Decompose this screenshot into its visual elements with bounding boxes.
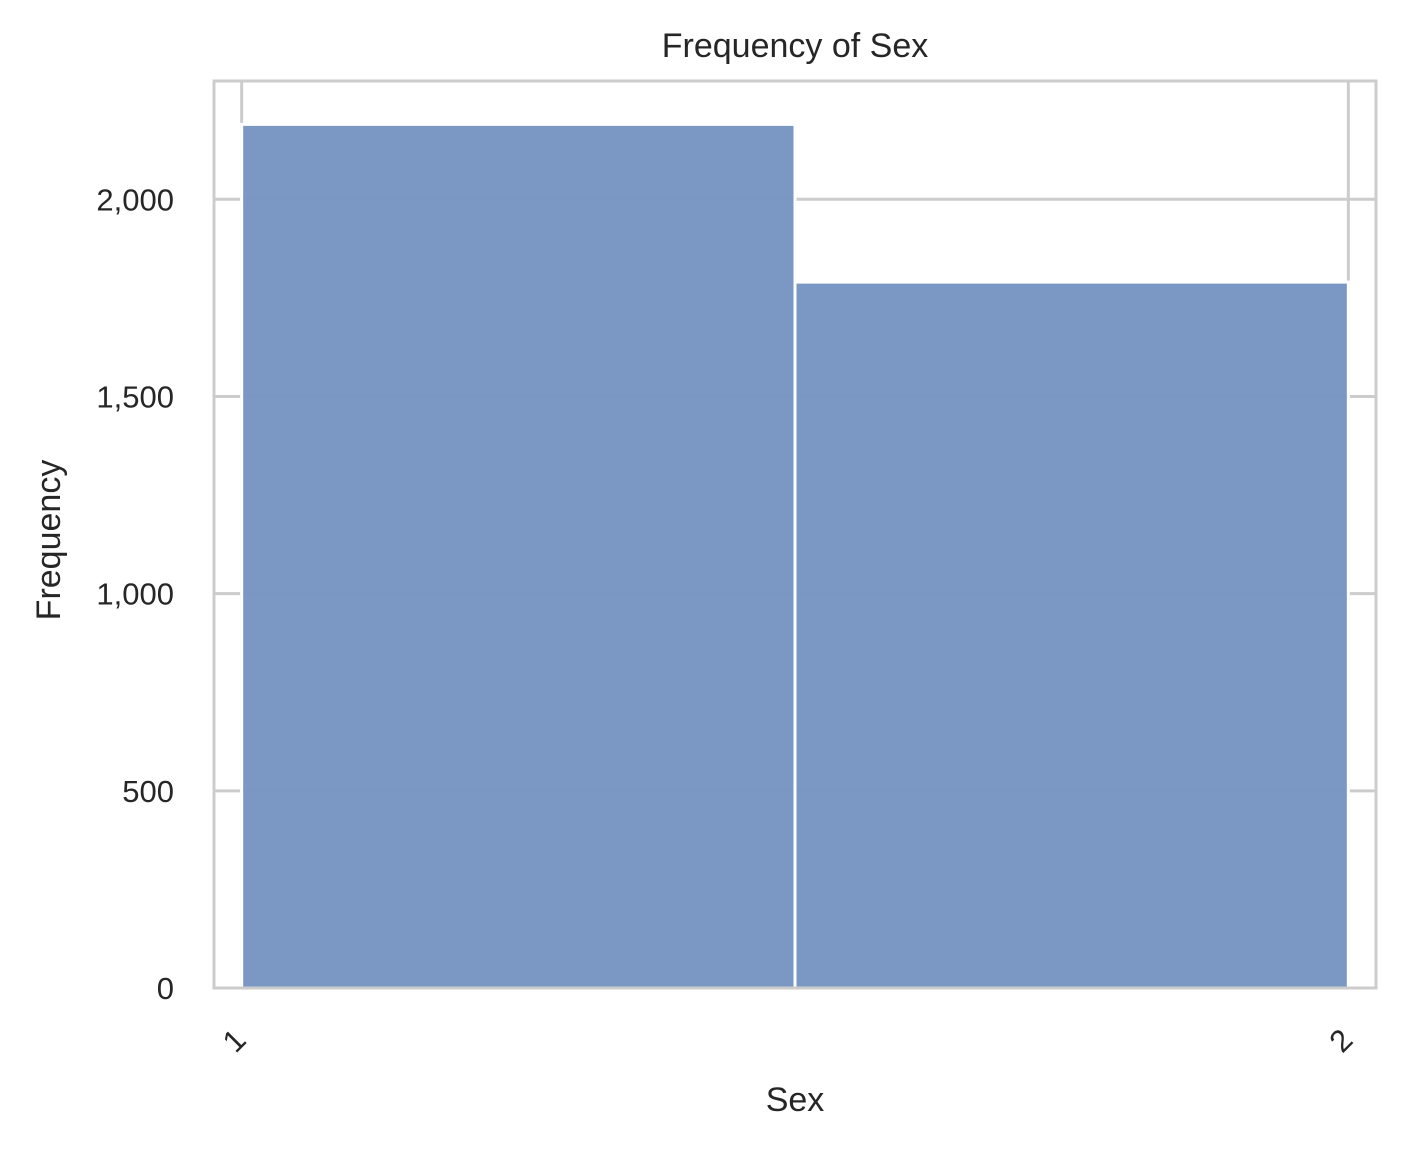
- histogram-bar: [793, 280, 1350, 990]
- x-axis-label: Sex: [766, 1081, 825, 1119]
- x-tick-label: 2: [1322, 1022, 1359, 1059]
- y-tick-label: 1,500: [96, 379, 174, 414]
- chart-title: Frequency of Sex: [662, 27, 928, 65]
- y-tick-label: 2,000: [96, 182, 174, 217]
- y-tick-label: 1,000: [96, 577, 174, 612]
- y-tick-label: 0: [157, 971, 174, 1006]
- y-axis-label: Frequency: [30, 460, 68, 621]
- histogram-bars: [240, 122, 1350, 990]
- plot-frame: [212, 79, 1378, 990]
- y-axis-ticks: 0 500 1,000 1,500 2,000: [96, 182, 174, 1006]
- y-tick-label: 500: [122, 774, 174, 809]
- x-tick-label: 1: [216, 1022, 253, 1059]
- histogram-bar: [240, 122, 797, 990]
